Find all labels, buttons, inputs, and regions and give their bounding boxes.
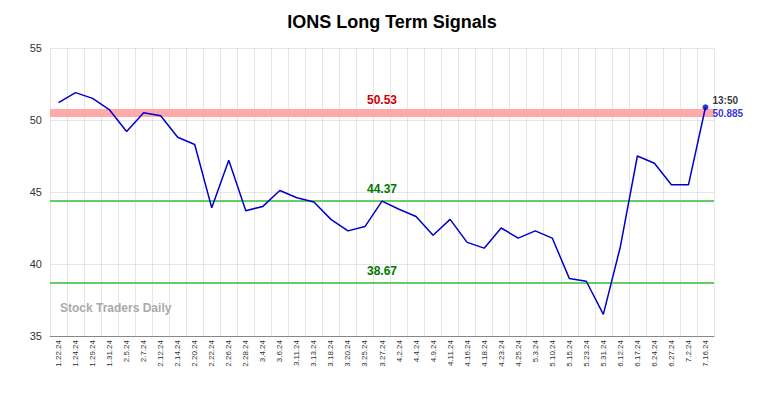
svg-text:3.20.24: 3.20.24 <box>343 339 352 366</box>
svg-text:1.24.24: 1.24.24 <box>71 339 80 366</box>
svg-text:3.11.24: 3.11.24 <box>292 339 301 366</box>
svg-text:38.67: 38.67 <box>367 264 397 278</box>
svg-text:3.13.24: 3.13.24 <box>309 339 318 366</box>
svg-text:6.12.24: 6.12.24 <box>616 339 625 366</box>
svg-text:5.23.24: 5.23.24 <box>582 339 591 366</box>
svg-text:4.23.24: 4.23.24 <box>497 339 506 366</box>
svg-text:5.3.24: 5.3.24 <box>531 339 540 362</box>
svg-text:3.27.24: 3.27.24 <box>378 339 387 366</box>
svg-text:44.37: 44.37 <box>367 182 397 196</box>
svg-text:4.25.24: 4.25.24 <box>514 339 523 366</box>
svg-text:5.10.24: 5.10.24 <box>548 339 557 366</box>
svg-text:2.22.24: 2.22.24 <box>207 339 216 366</box>
svg-text:40: 40 <box>30 258 42 270</box>
svg-text:4.16.24: 4.16.24 <box>463 339 472 366</box>
svg-text:2.5.24: 2.5.24 <box>122 339 131 362</box>
svg-text:6.17.24: 6.17.24 <box>633 339 642 366</box>
svg-text:5.31.24: 5.31.24 <box>599 339 608 366</box>
svg-text:6.27.24: 6.27.24 <box>667 339 676 366</box>
svg-text:3.4.24: 3.4.24 <box>258 339 267 362</box>
svg-text:50: 50 <box>30 114 42 126</box>
svg-text:1.29.24: 1.29.24 <box>88 339 97 366</box>
svg-text:4.11.24: 4.11.24 <box>446 339 455 366</box>
svg-text:55: 55 <box>30 42 42 54</box>
svg-text:5.15.24: 5.15.24 <box>565 339 574 366</box>
svg-text:35: 35 <box>30 330 42 342</box>
svg-text:2.7.24: 2.7.24 <box>139 339 148 362</box>
svg-text:1.22.24: 1.22.24 <box>54 339 63 366</box>
svg-text:13:50: 13:50 <box>712 95 738 106</box>
svg-text:50.53: 50.53 <box>367 93 397 107</box>
svg-text:4.18.24: 4.18.24 <box>480 339 489 366</box>
svg-text:7.2.24: 7.2.24 <box>684 339 693 362</box>
svg-text:1.31.24: 1.31.24 <box>105 339 114 366</box>
svg-text:2.14.24: 2.14.24 <box>173 339 182 366</box>
svg-text:3.18.24: 3.18.24 <box>326 339 335 366</box>
svg-text:4.9.24: 4.9.24 <box>429 339 438 362</box>
svg-text:2.12.24: 2.12.24 <box>156 339 165 366</box>
svg-text:2.20.24: 2.20.24 <box>190 339 199 366</box>
svg-text:50.885: 50.885 <box>712 108 743 119</box>
svg-text:45: 45 <box>30 186 42 198</box>
svg-text:IONS Long Term Signals: IONS Long Term Signals <box>287 12 497 32</box>
svg-text:3.6.24: 3.6.24 <box>275 339 284 362</box>
svg-text:Stock Traders Daily: Stock Traders Daily <box>60 301 172 315</box>
svg-text:6.24.24: 6.24.24 <box>650 339 659 366</box>
svg-text:4.4.24: 4.4.24 <box>412 339 421 362</box>
svg-text:4.2.24: 4.2.24 <box>395 339 404 362</box>
svg-text:2.28.24: 2.28.24 <box>241 339 250 366</box>
svg-text:7.16.24: 7.16.24 <box>701 339 710 366</box>
svg-text:2.26.24: 2.26.24 <box>224 339 233 366</box>
svg-text:3.25.24: 3.25.24 <box>360 339 369 366</box>
